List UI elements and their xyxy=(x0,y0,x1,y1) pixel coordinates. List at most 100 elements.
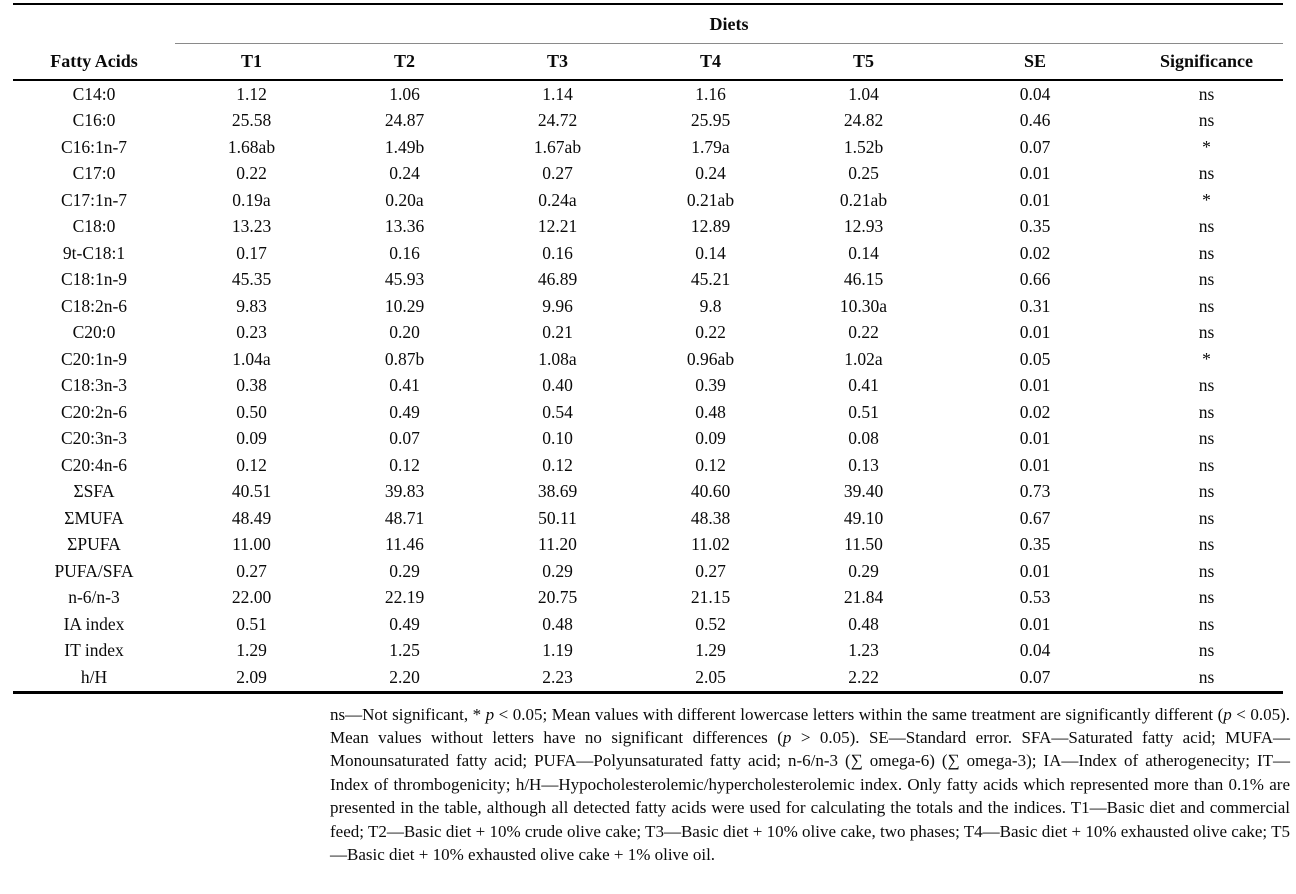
table-row: ΣMUFA 48.49 48.71 50.11 48.38 49.10 0.67 ns xyxy=(13,505,1283,532)
value-cell: 0.53 xyxy=(1019,587,1051,608)
table-row: C20:0 0.23 0.20 0.21 0.22 0.22 0.01 ns xyxy=(13,320,1283,347)
value-cell: 0.23 xyxy=(236,322,267,343)
value-cell: 45.21 xyxy=(690,269,731,290)
table-row: C20:1n-9 1.04a 0.87b 1.08a 0.96ab 1.02a 0.05 * xyxy=(13,346,1283,373)
value-cell: 48.38 xyxy=(690,507,731,528)
value-cell: 39.83 xyxy=(384,481,425,502)
diets-group-header: Diets xyxy=(175,4,1284,44)
value-cell: ns xyxy=(1198,534,1215,555)
value-cell: 11.02 xyxy=(691,534,730,555)
value-cell: 11.46 xyxy=(385,534,424,555)
columns-header-row: Fatty Acids T1 T2 T3 T4 T5 SE Significance xyxy=(13,43,1284,81)
footnote: ns—Not significant, * p < 0.05; Mean val… xyxy=(330,703,1290,867)
value-cell: 0.29 xyxy=(542,560,573,581)
value-cell: 0.48 xyxy=(542,613,573,634)
footnote-text: > 0.05). SE—Standard error. SFA—Saturate… xyxy=(330,727,1290,864)
value-cell: 1.68ab xyxy=(227,136,276,157)
value-cell: 1.49b xyxy=(384,136,425,157)
value-cell: 20.75 xyxy=(537,587,578,608)
table-row: C18:2n-6 9.83 10.29 9.96 9.8 10.30a 0.31 ns xyxy=(13,293,1283,320)
value-cell: 22.00 xyxy=(231,587,272,608)
value-cell: 0.35 xyxy=(1019,534,1051,555)
value-cell: * xyxy=(1202,136,1211,157)
value-cell: 45.35 xyxy=(231,269,272,290)
table-row: C18:0 13.23 13.36 12.21 12.89 12.93 0.35 ns xyxy=(13,214,1283,241)
value-cell: 1.52b xyxy=(843,136,884,157)
value-cell: 0.22 xyxy=(848,322,879,343)
value-cell: 13.23 xyxy=(231,216,272,237)
value-cell: 0.66 xyxy=(1019,269,1051,290)
value-cell: 0.12 xyxy=(695,454,726,475)
table-row: IT index 1.29 1.25 1.19 1.29 1.23 0.04 ns xyxy=(13,638,1283,665)
value-cell: 1.06 xyxy=(389,83,420,104)
row-label: C20:0 xyxy=(72,322,116,343)
footnote-text: p xyxy=(1223,704,1232,724)
value-cell: 0.39 xyxy=(695,375,726,396)
value-cell: 0.07 xyxy=(1019,666,1051,687)
footnote-text: < 0.05). Mean values without letters hav… xyxy=(330,704,1291,747)
value-cell: ns xyxy=(1198,401,1215,422)
value-cell: 0.25 xyxy=(848,163,879,184)
value-cell: ns xyxy=(1198,163,1215,184)
value-cell: 0.38 xyxy=(236,375,267,396)
column-header-t4: T4 xyxy=(634,43,787,81)
value-cell: ns xyxy=(1198,295,1215,316)
fatty-acids-table: Diets Fatty Acids T1 T2 T3 T4 T5 SE Significanc… xyxy=(13,3,1284,694)
row-label: C18:2n-6 xyxy=(60,295,128,316)
value-cell: 24.82 xyxy=(843,110,884,131)
value-cell: 45.93 xyxy=(384,269,425,290)
row-label: IA index xyxy=(63,613,125,634)
value-cell: 1.23 xyxy=(848,640,879,661)
row-label: ΣSFA xyxy=(73,481,115,502)
value-cell: 12.21 xyxy=(537,216,578,237)
value-cell: 0.01 xyxy=(1019,163,1051,184)
value-cell: 0.14 xyxy=(848,242,879,263)
row-label: IT index xyxy=(64,640,124,661)
value-cell: 0.07 xyxy=(389,428,420,449)
value-cell: 0.52 xyxy=(695,613,726,634)
value-cell: ns xyxy=(1198,242,1215,263)
value-cell: 1.29 xyxy=(695,640,726,661)
value-cell: 0.09 xyxy=(695,428,726,449)
value-cell: 0.08 xyxy=(848,428,879,449)
value-cell: ns xyxy=(1198,375,1215,396)
row-label: C17:1n-7 xyxy=(60,189,128,210)
value-cell: 0.96ab xyxy=(686,348,735,369)
value-cell: 10.30a xyxy=(839,295,888,316)
value-cell: 46.15 xyxy=(843,269,884,290)
value-cell: 50.11 xyxy=(538,507,577,528)
value-cell: 0.67 xyxy=(1019,507,1051,528)
column-header-significance: Significance xyxy=(1130,43,1284,81)
value-cell: 11.20 xyxy=(538,534,577,555)
value-cell: 38.69 xyxy=(537,481,578,502)
value-cell: 1.29 xyxy=(236,640,267,661)
table-row: h/H 2.09 2.20 2.23 2.05 2.22 0.07 ns xyxy=(13,664,1283,692)
value-cell: 49.10 xyxy=(843,507,884,528)
footnote-text: p xyxy=(485,704,495,724)
value-cell: 0.24 xyxy=(389,163,420,184)
column-header-fatty-acids: Fatty Acids xyxy=(13,43,175,81)
table-row: 9t-C18:1 0.17 0.16 0.16 0.14 0.14 0.02 ns xyxy=(13,240,1283,267)
value-cell: 1.25 xyxy=(389,640,420,661)
value-cell: 21.84 xyxy=(843,587,884,608)
value-cell: 0.14 xyxy=(695,242,726,263)
value-cell: 2.20 xyxy=(389,666,420,687)
table-header: Diets Fatty Acids T1 T2 T3 T4 T5 SE Significanc… xyxy=(13,4,1284,81)
value-cell: 0.20 xyxy=(389,322,420,343)
row-label: C20:1n-9 xyxy=(60,348,128,369)
row-label: 9t-C18:1 xyxy=(62,242,126,263)
value-cell: 40.60 xyxy=(690,481,731,502)
value-cell: 24.87 xyxy=(384,110,425,131)
value-cell: 0.01 xyxy=(1019,454,1051,475)
table-row: C20:4n-6 0.12 0.12 0.12 0.12 0.13 0.01 ns xyxy=(13,452,1283,479)
table-row: C20:2n-6 0.50 0.49 0.54 0.48 0.51 0.02 ns xyxy=(13,399,1283,426)
value-cell: 0.16 xyxy=(389,242,420,263)
value-cell: 10.29 xyxy=(384,295,425,316)
table-row: n-6/n-3 22.00 22.19 20.75 21.15 21.84 0.53 ns xyxy=(13,585,1283,612)
value-cell: 40.51 xyxy=(231,481,272,502)
row-label: C16:0 xyxy=(72,110,116,131)
column-header-t1: T1 xyxy=(175,43,328,81)
value-cell: 0.24 xyxy=(695,163,726,184)
value-cell: 0.02 xyxy=(1019,401,1051,422)
